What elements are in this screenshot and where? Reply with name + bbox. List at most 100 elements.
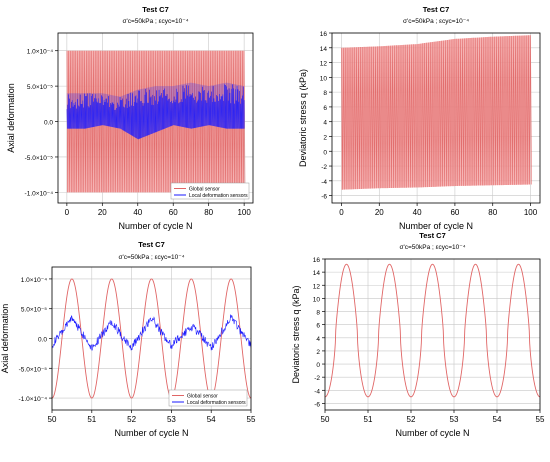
x-tick-label: 0 — [339, 208, 344, 217]
y-tick-label: -4 — [321, 179, 327, 186]
series-global-sensor-line — [52, 278, 251, 399]
legend-entry: Global sensor — [187, 394, 218, 400]
x-tick-label: 40 — [413, 208, 422, 217]
series-layer — [66, 50, 246, 193]
y-tick-label: 0.0 — [44, 120, 53, 127]
x-tick-label: 60 — [450, 208, 459, 217]
y-axis-label: Axial deformation — [0, 304, 10, 374]
series-local-deformation-sensors-line — [66, 84, 245, 140]
y-tick-label: -5.0×10⁻⁵ — [25, 155, 54, 162]
series-local-deformation-sensors-line — [52, 314, 251, 351]
x-tick-label: 52 — [127, 415, 136, 424]
x-tick-label: 51 — [364, 415, 373, 424]
chart-panel-3: 50 51 52 53 54 55 1.0×10⁻⁴ 5.0×10⁻⁵ 0.0 -5.0×10⁻⁵… — [0, 240, 256, 438]
y-tick-label: -1.0×10⁻⁴ — [19, 396, 48, 403]
x-tick-label: 54 — [207, 415, 216, 424]
x-tick-label: 20 — [98, 208, 107, 217]
x-tick-label: 100 — [237, 208, 251, 217]
series-deviatoric-stress-line — [341, 35, 532, 190]
y-tick-label: 4 — [316, 336, 320, 343]
legend-box — [168, 389, 248, 407]
y-tick-label: -5.0×10⁻⁵ — [19, 366, 48, 373]
y-tick-label: -2 — [314, 375, 320, 382]
y-tick-label: 12 — [313, 283, 321, 290]
x-tick-label: 0 — [65, 208, 70, 217]
series-deviatoric-stress-line — [325, 263, 540, 398]
y-tick-label: 1.0×10⁻⁴ — [27, 49, 53, 56]
x-tick-label: 80 — [488, 208, 497, 217]
chart-subtitle: σ'c=50kPa ; εcyc=10⁻⁴ — [118, 254, 184, 261]
y-tick-label: 16 — [320, 31, 328, 38]
chart-title: Test C7 — [419, 231, 446, 240]
x-axis-label: Number of cycle N — [114, 428, 188, 438]
y-tick-label: 8 — [323, 90, 327, 97]
chart-subtitle: σ'c=50kPa ; εcyc=10⁻⁴ — [122, 18, 188, 25]
x-tick-label: 100 — [524, 208, 538, 217]
y-tick-label: 4 — [323, 120, 327, 127]
x-tick-label: 52 — [407, 415, 416, 424]
y-tick-label: 6 — [323, 105, 327, 112]
y-tick-label: 0.0 — [38, 337, 47, 344]
y-tick-label: 12 — [320, 61, 328, 68]
chart-title: Test C7 — [142, 5, 169, 14]
y-tick-label: 10 — [320, 75, 328, 82]
x-tick-label: 55 — [247, 415, 256, 424]
y-tick-label: -1.0×10⁻⁴ — [25, 190, 54, 197]
x-tick-label: 40 — [133, 208, 142, 217]
chart-subtitle: σ'c=50kPa ; εcyc=10⁻⁴ — [399, 244, 465, 251]
y-tick-label: -6 — [314, 401, 320, 408]
x-tick-label: 50 — [48, 415, 57, 424]
legend-entry: Local deformation sensors — [187, 400, 246, 406]
y-tick-label: 16 — [313, 257, 321, 264]
series-layer — [325, 263, 540, 398]
legend-entry: Global sensor — [189, 187, 220, 193]
chart-panel-4: 50 51 52 53 54 55 -6 -4 -2 0 2 4 6 8 10 12 14 16 Test C7 σ'… — [291, 231, 545, 438]
y-tick-label: 2 — [323, 134, 327, 141]
chart-subtitle: σ'c=50kPa ; εcyc=10⁻⁴ — [403, 18, 469, 25]
x-tick-label: 54 — [493, 415, 502, 424]
legend-entry: Local deformation sensors — [189, 193, 248, 199]
x-tick-label: 53 — [167, 415, 176, 424]
chart-panel-1: 0 20 40 60 80 100 1.0×10⁻⁴ 5.0×10⁻⁵ 0.0 -5.0×10⁻⁵… — [6, 5, 254, 231]
chart-panel-2: 0 20 40 60 80 100 -6 -4 -2 0 2 4 6 8 10 12 14 16 Test C7 σ'… — [298, 5, 541, 231]
y-tick-label: 5.0×10⁻⁵ — [27, 84, 53, 91]
chart-title: Test C7 — [138, 240, 165, 249]
y-tick-label: 5.0×10⁻⁵ — [21, 307, 47, 314]
y-axis-label: Deviatoric stress q (kPa) — [298, 69, 308, 167]
y-tick-label: 6 — [316, 323, 320, 330]
x-tick-label: 50 — [321, 415, 330, 424]
y-tick-label: 14 — [313, 270, 321, 277]
chart-title: Test C7 — [423, 5, 450, 14]
y-tick-label: 8 — [316, 310, 320, 317]
y-tick-label: -4 — [314, 388, 320, 395]
plot-frame — [331, 32, 541, 204]
plot-area — [325, 259, 540, 410]
y-axis-label: Axial deformation — [6, 83, 16, 153]
x-axis-label: Number of cycle N — [395, 428, 469, 438]
y-tick-label: 0 — [323, 149, 327, 156]
y-tick-label: 1.0×10⁻⁴ — [21, 277, 47, 284]
legend-box — [170, 182, 250, 200]
x-tick-label: 53 — [450, 415, 459, 424]
x-axis-label: Number of cycle N — [118, 221, 192, 231]
plot-frame — [324, 258, 541, 411]
plot-frame — [57, 32, 254, 204]
x-tick-label: 51 — [87, 415, 96, 424]
x-tick-label: 20 — [375, 208, 384, 217]
x-tick-label: 55 — [536, 415, 545, 424]
y-tick-label: 2 — [316, 349, 320, 356]
x-tick-label: 60 — [169, 208, 178, 217]
y-axis-label: Deviatoric stress q (kPa) — [291, 285, 301, 383]
series-layer — [52, 278, 251, 399]
y-tick-label: 14 — [320, 46, 328, 53]
y-tick-label: -6 — [321, 194, 327, 201]
y-tick-label: 10 — [313, 296, 321, 303]
y-tick-label: 0 — [316, 362, 320, 369]
series-layer — [341, 35, 532, 190]
x-tick-label: 80 — [204, 208, 213, 217]
y-tick-label: -2 — [321, 164, 327, 171]
x-axis-label: Number of cycle N — [399, 221, 473, 231]
